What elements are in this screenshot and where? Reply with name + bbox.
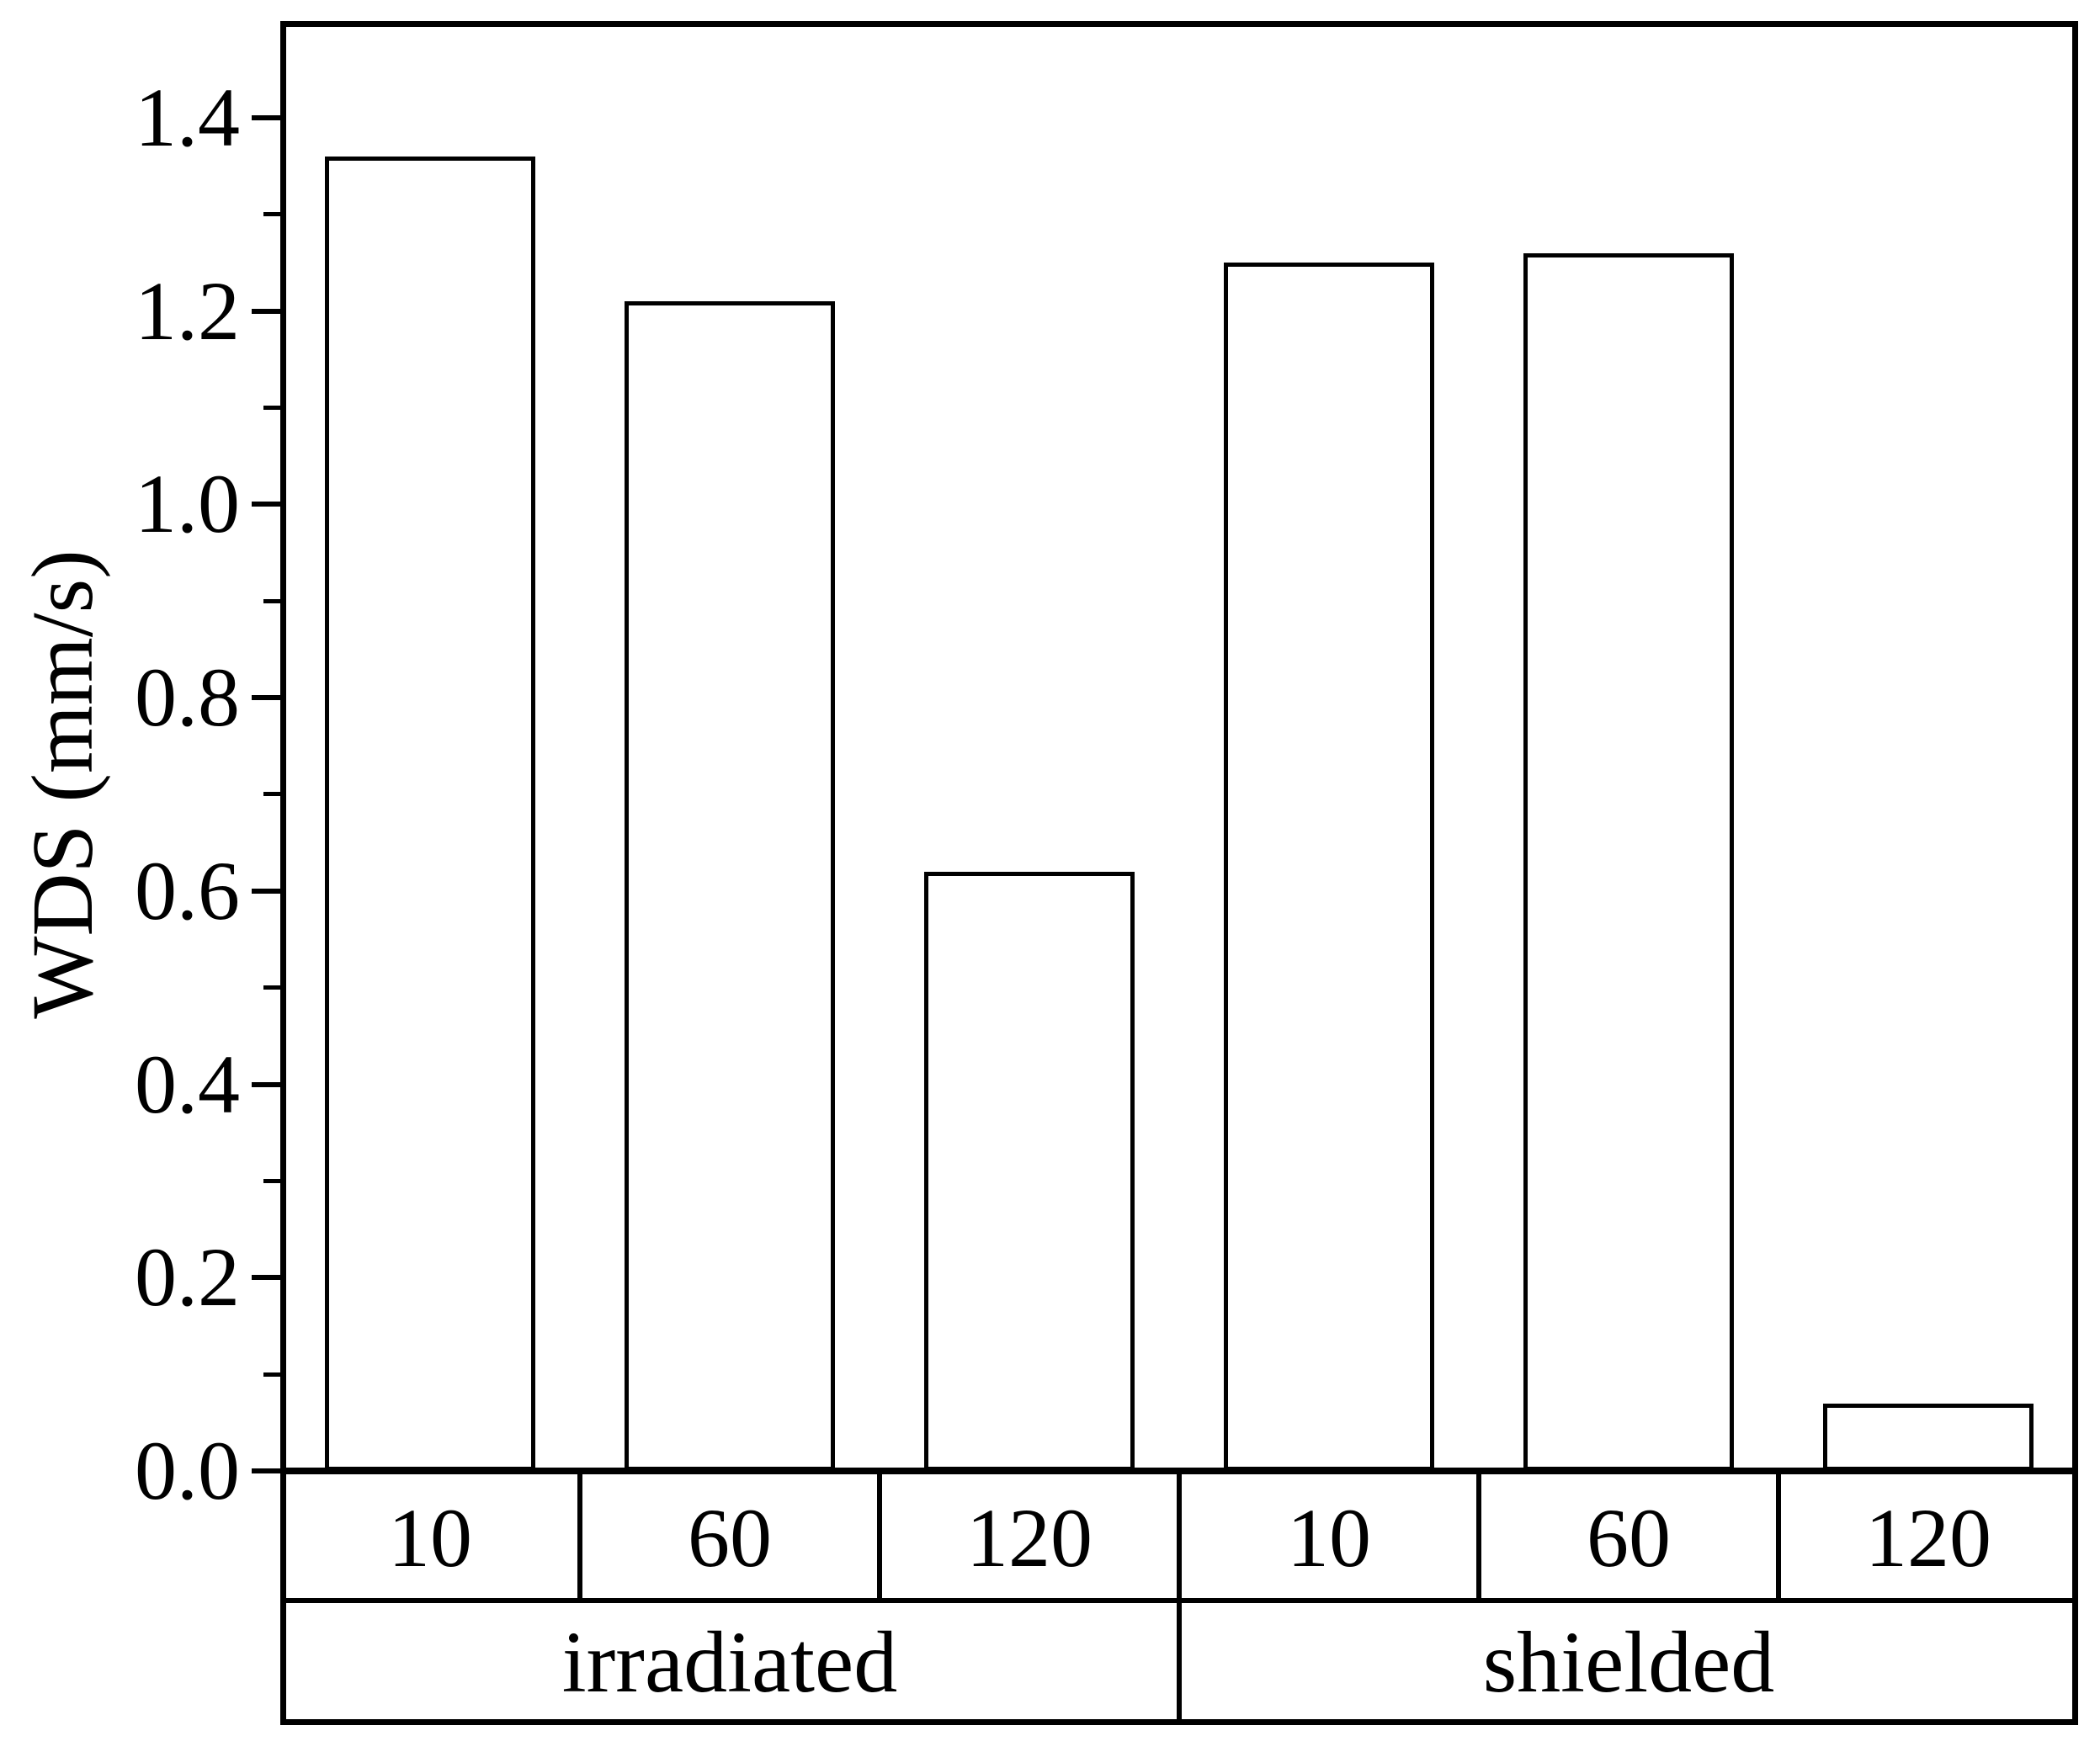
y-major-tick [252, 502, 280, 507]
bar-irradiated-60 [625, 301, 835, 1471]
y-minor-tick [263, 1372, 280, 1377]
x-table-cell-divider [1776, 1471, 1781, 1601]
y-major-tick [252, 114, 280, 120]
x-table-cell-divider [877, 1471, 882, 1601]
x-table-cell-divider [577, 1471, 582, 1601]
bar-shielded-60 [1523, 253, 1734, 1471]
y-tick-label: 1.0 [135, 457, 240, 551]
y-major-tick [252, 1468, 280, 1473]
y-tick-label: 1.2 [135, 263, 240, 358]
x-table-group-divider [1177, 1471, 1182, 1719]
y-major-tick [252, 888, 280, 894]
bar-shielded-10 [1224, 263, 1434, 1471]
x-group-label: shielded [1482, 1613, 1775, 1711]
x-group-label: irradiated [561, 1613, 898, 1711]
y-minor-tick [263, 1178, 280, 1183]
y-tick-label: 0.8 [135, 650, 240, 745]
y-major-tick [252, 308, 280, 314]
x-category-label: 60 [688, 1491, 772, 1585]
y-major-tick [252, 695, 280, 701]
y-minor-tick [263, 792, 280, 797]
bar-irradiated-10 [325, 157, 535, 1471]
x-category-label: 120 [966, 1491, 1093, 1585]
plot-frame: 0.0 0.2 0.4 0.6 0.8 1.0 1.2 1.4 10 60 120 10 60 120 ir… [135, 21, 2078, 1725]
y-major-tick [252, 1081, 280, 1087]
frame-bottom-border [280, 1719, 2078, 1725]
y-tick-label: 1.4 [135, 70, 240, 164]
bar-irradiated-120 [924, 872, 1135, 1471]
y-tick-label: 0.2 [135, 1230, 240, 1325]
x-category-label: 10 [388, 1491, 472, 1585]
x-category-label: 120 [1865, 1491, 1991, 1585]
y-minor-tick [263, 212, 280, 217]
y-minor-tick [263, 405, 280, 410]
frame-left-border [280, 21, 286, 1725]
y-tick-label: 0.4 [135, 1037, 240, 1131]
y-tick-label: 0.0 [135, 1424, 240, 1517]
x-category-label: 60 [1587, 1491, 1671, 1585]
y-minor-tick [263, 985, 280, 990]
frame-right-border [2072, 21, 2078, 1725]
y-tick-label: 0.6 [135, 843, 240, 937]
x-category-label: 10 [1287, 1491, 1371, 1585]
x-table-cell-divider [1476, 1471, 1481, 1601]
y-major-tick [252, 1275, 280, 1281]
frame-top-border [280, 21, 2078, 27]
bar-shielded-120 [1823, 1404, 2034, 1471]
y-minor-tick [263, 598, 280, 603]
